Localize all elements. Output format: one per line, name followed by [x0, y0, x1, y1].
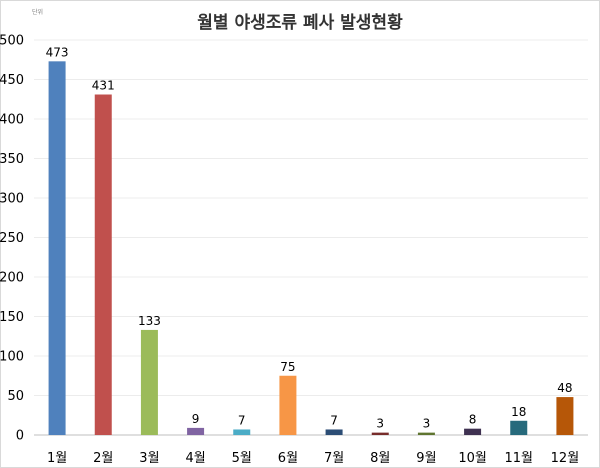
y-tick-label: 150 [0, 310, 24, 325]
data-label: 3 [423, 417, 431, 431]
x-tick-label: 6월 [278, 451, 298, 466]
bars [48, 61, 574, 435]
y-tick-label: 400 [0, 113, 24, 128]
data-label: 9 [192, 412, 200, 426]
x-tick-label: 2월 [93, 451, 113, 466]
data-label: 133 [138, 314, 161, 328]
data-label: 473 [46, 45, 69, 59]
data-label: 48 [557, 381, 572, 395]
x-tick-label: 5월 [232, 451, 252, 466]
bar-9월 [417, 432, 435, 435]
gridlines [34, 39, 588, 436]
bar-12월 [556, 397, 574, 435]
y-axis: 0 50 100 150 200 250 300 350 400 450 500 [0, 34, 24, 444]
y-tick-label: 250 [0, 231, 24, 246]
bar-2월 [94, 94, 112, 435]
data-label: 431 [92, 79, 115, 93]
x-tick-label: 11월 [504, 451, 533, 466]
unit-label: 단위 [32, 9, 44, 16]
y-tick-label: 100 [0, 350, 24, 365]
x-tick-label: 7월 [324, 451, 344, 466]
x-tick-label: 12월 [551, 451, 580, 466]
data-label: 3 [376, 417, 384, 431]
data-label: 8 [469, 413, 477, 427]
x-tick-label: 8월 [370, 451, 390, 466]
x-tick-label: 1월 [47, 451, 67, 466]
x-tick-label: 10월 [458, 451, 487, 466]
data-label: 7 [238, 413, 246, 427]
y-tick-label: 50 [7, 389, 24, 404]
data-label: 18 [511, 405, 526, 419]
y-tick-label: 0 [16, 429, 24, 444]
bar-3월 [140, 329, 158, 435]
data-label: 7 [330, 413, 338, 427]
y-tick-label: 500 [0, 34, 24, 49]
x-axis: 1월 2월 3월 4월 5월 6월 7월 8월 9월 10월 11월 12월 [47, 451, 579, 466]
bar-11월 [510, 420, 528, 435]
bar-6월 [279, 375, 297, 435]
y-tick-label: 200 [0, 271, 24, 286]
y-tick-label: 300 [0, 192, 24, 207]
bar-4월 [187, 427, 205, 435]
data-label: 75 [280, 360, 295, 374]
x-tick-label: 4월 [185, 451, 205, 466]
bar-7월 [325, 429, 343, 435]
bar-8월 [371, 432, 389, 435]
data-labels: 473 431 133 9 7 75 7 3 3 8 18 48 [46, 45, 573, 430]
bar-10월 [464, 428, 482, 435]
chart-title: 월별 야생조류 폐사 발생현황 [197, 13, 403, 33]
x-tick-label: 9월 [416, 451, 436, 466]
bar-1월 [48, 61, 66, 435]
bar-5월 [233, 429, 251, 435]
y-tick-label: 450 [0, 73, 24, 88]
y-tick-label: 350 [0, 152, 24, 167]
x-tick-label: 3월 [139, 451, 159, 466]
